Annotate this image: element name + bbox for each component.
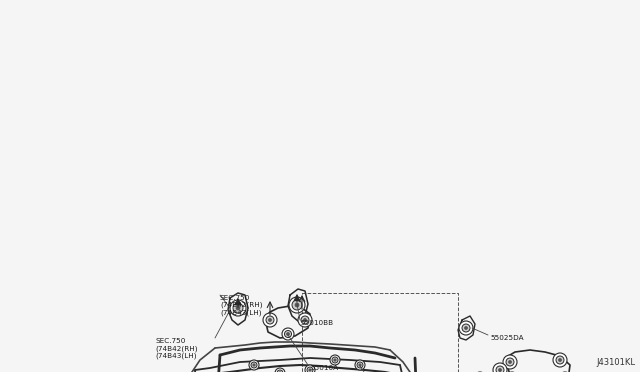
Circle shape [295, 303, 299, 307]
Circle shape [277, 370, 283, 372]
Circle shape [462, 324, 470, 332]
Circle shape [287, 333, 289, 336]
Circle shape [233, 303, 243, 313]
Circle shape [355, 360, 365, 370]
Circle shape [330, 355, 340, 365]
Circle shape [298, 313, 312, 327]
Circle shape [307, 367, 313, 372]
Circle shape [282, 328, 294, 340]
Circle shape [503, 355, 517, 369]
Circle shape [465, 327, 467, 330]
Circle shape [292, 300, 302, 310]
Text: 55010BB: 55010BB [300, 320, 333, 326]
Text: J43101KL: J43101KL [596, 358, 635, 367]
Circle shape [289, 297, 305, 313]
Circle shape [334, 359, 336, 361]
Circle shape [553, 353, 567, 367]
Circle shape [303, 318, 307, 321]
Circle shape [359, 364, 361, 366]
Text: 55010A: 55010A [310, 365, 338, 371]
Circle shape [499, 369, 502, 372]
Circle shape [253, 364, 255, 366]
Circle shape [357, 362, 363, 368]
Circle shape [309, 369, 311, 371]
Circle shape [263, 313, 277, 327]
Circle shape [496, 366, 504, 372]
Circle shape [251, 362, 257, 368]
Circle shape [556, 356, 564, 364]
Circle shape [249, 360, 259, 370]
Circle shape [493, 363, 507, 372]
Circle shape [301, 316, 309, 324]
Circle shape [509, 360, 511, 363]
Circle shape [332, 357, 338, 363]
Circle shape [559, 359, 561, 362]
Circle shape [275, 368, 285, 372]
Circle shape [285, 330, 291, 337]
Text: 55025DA: 55025DA [490, 335, 524, 341]
Circle shape [305, 365, 315, 372]
Text: SEC.750
(74B42(RH)
(74B43(LH): SEC.750 (74B42(RH) (74B43(LH) [155, 338, 198, 359]
Circle shape [459, 321, 473, 335]
Circle shape [266, 316, 274, 324]
Circle shape [269, 318, 271, 321]
Circle shape [230, 300, 246, 316]
Text: SEC.750
(74B42(RH)
(74B43(LH): SEC.750 (74B42(RH) (74B43(LH) [220, 295, 262, 316]
Circle shape [236, 306, 240, 310]
Circle shape [506, 358, 514, 366]
